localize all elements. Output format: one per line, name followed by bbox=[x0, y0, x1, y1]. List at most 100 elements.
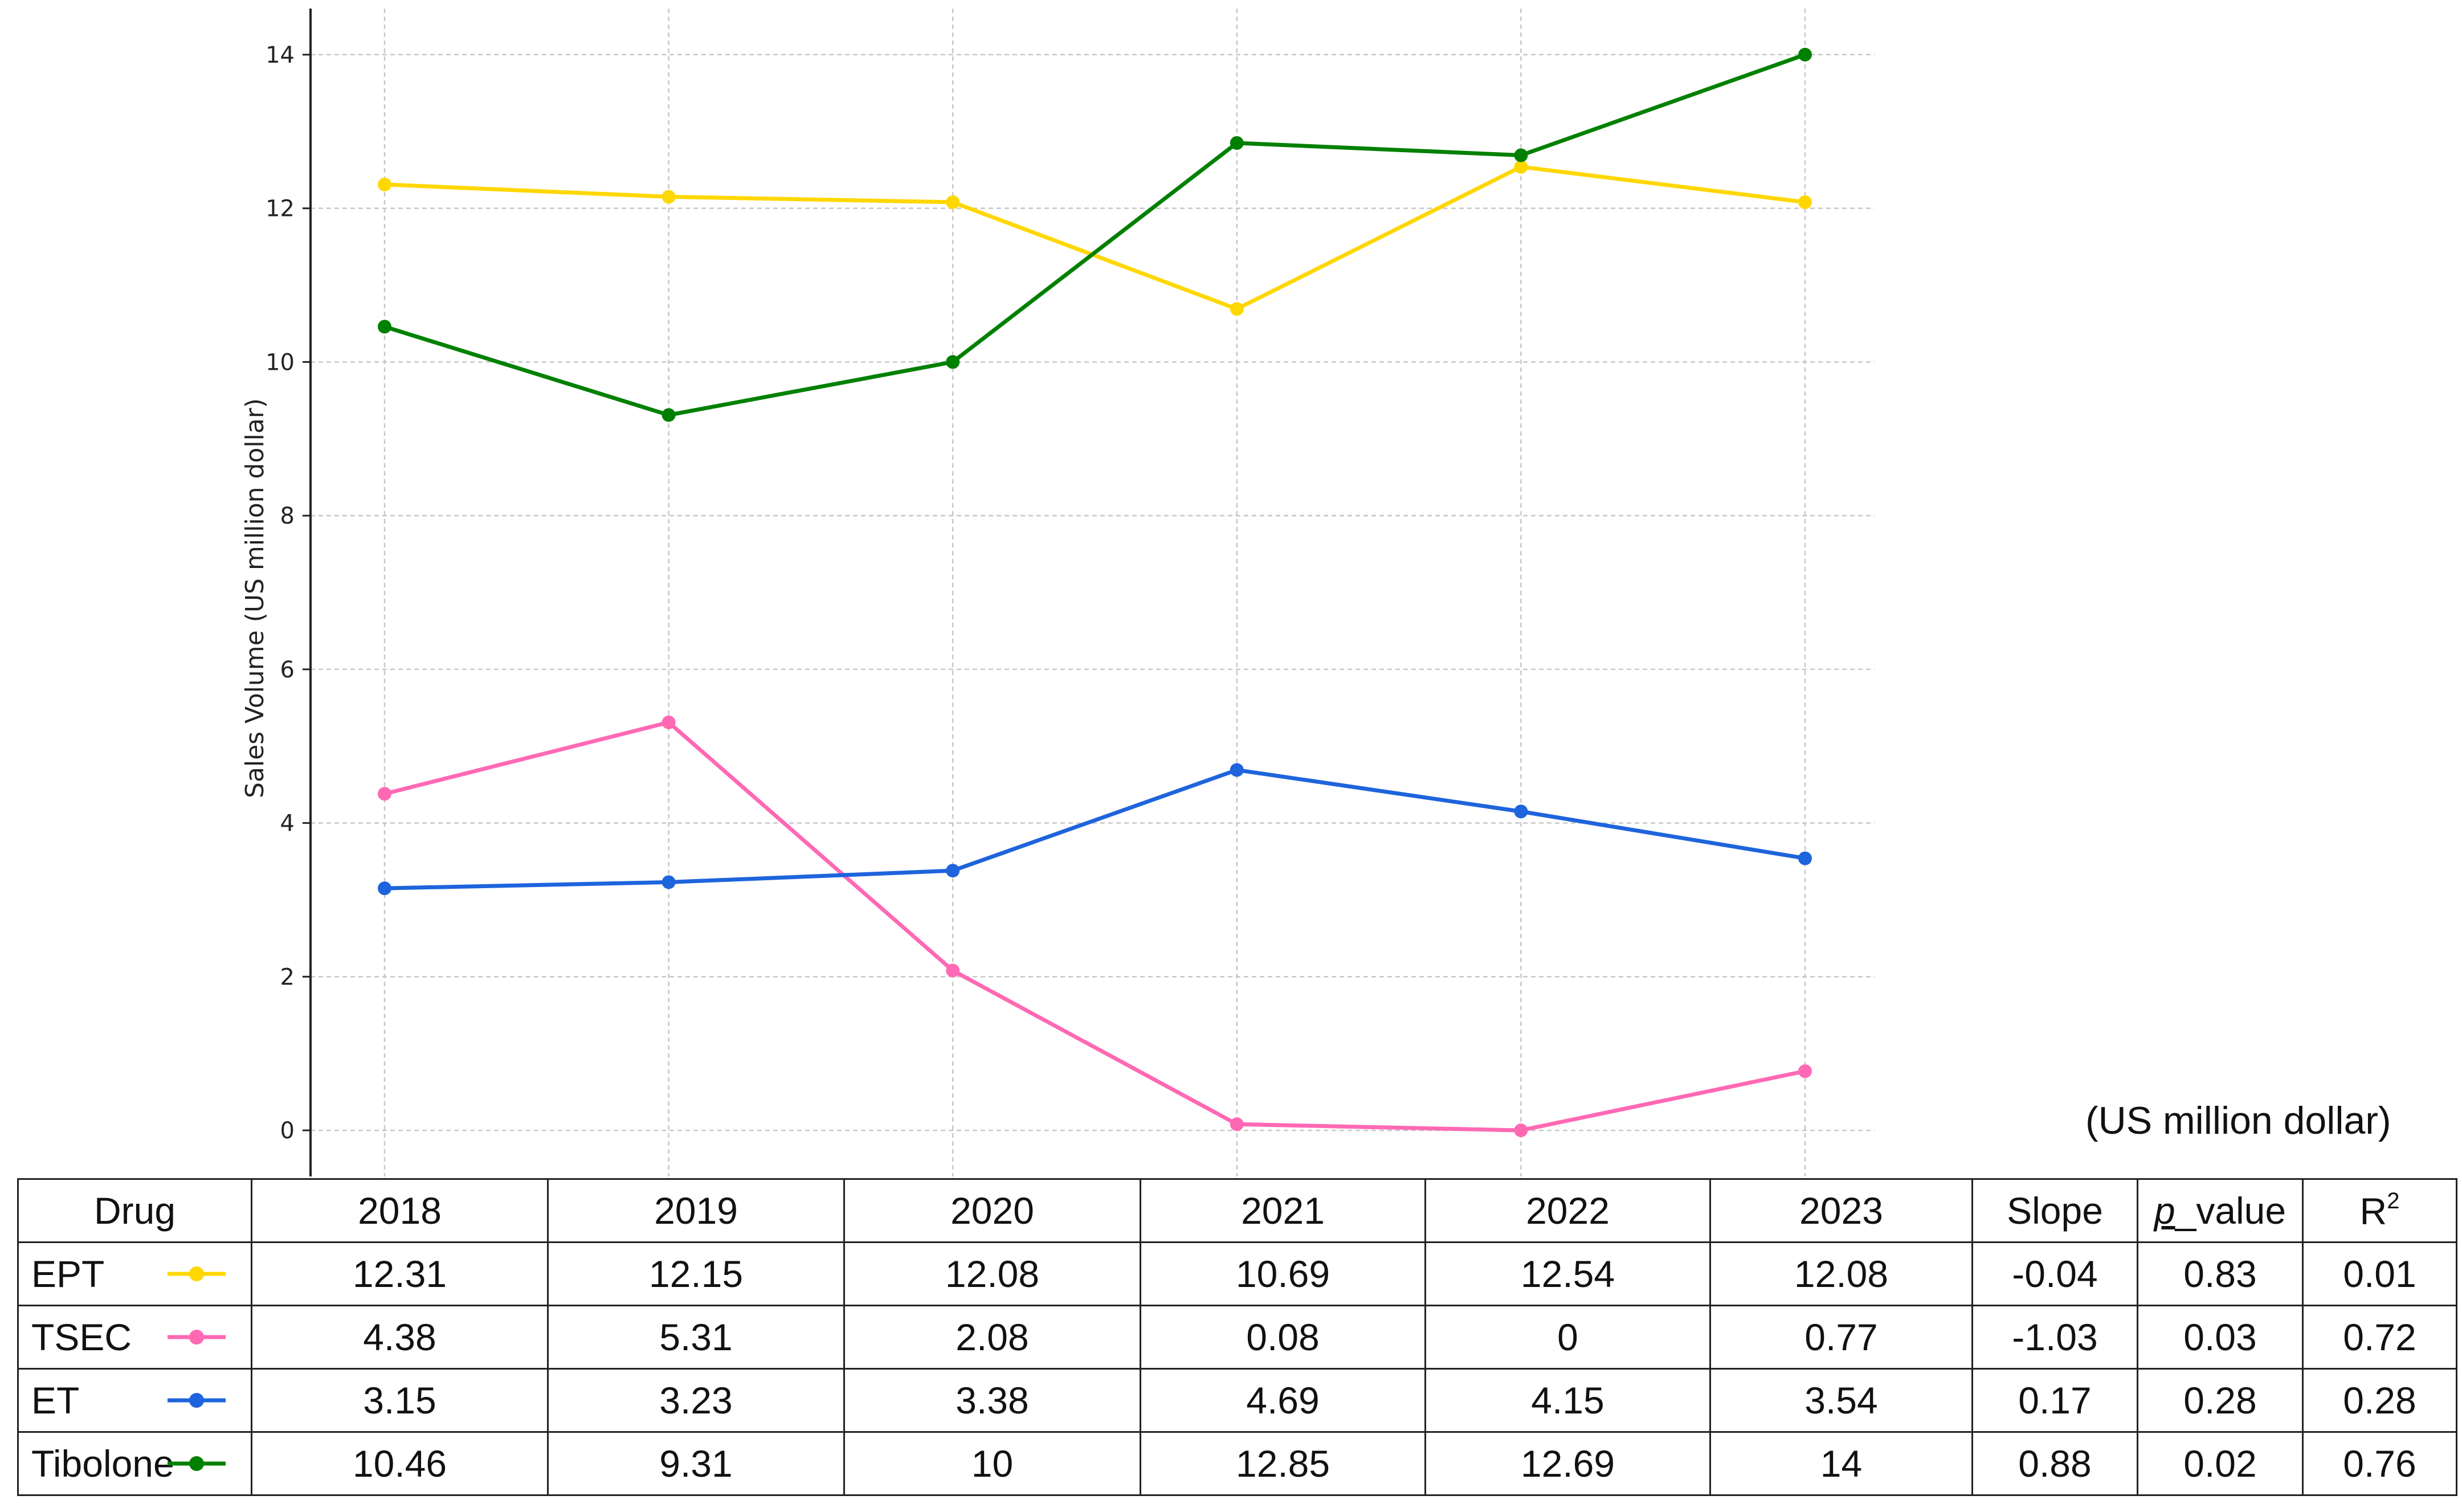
data-point-ept bbox=[946, 195, 960, 209]
y-tick-label: 12 bbox=[266, 196, 295, 222]
y-tick-label: 0 bbox=[280, 1118, 295, 1144]
data-point-et bbox=[378, 881, 391, 896]
pvalue-cell: 0.28 bbox=[2137, 1368, 2304, 1433]
legend-key-marker bbox=[189, 1456, 204, 1471]
header-year: 2023 bbox=[1709, 1178, 1973, 1243]
value-cell: 12.08 bbox=[1709, 1241, 1973, 1306]
y-tick-label: 6 bbox=[280, 657, 295, 683]
header-pvalue: p_value bbox=[2137, 1178, 2304, 1243]
value-cell: 12.15 bbox=[547, 1241, 845, 1306]
drug-label: Tibolone bbox=[31, 1442, 174, 1485]
data-table: Drug 2018 2019 2020 2021 2022 2023 Slope… bbox=[17, 1178, 2457, 1496]
value-cell: 12.69 bbox=[1424, 1431, 1711, 1496]
value-cell: 0 bbox=[1424, 1305, 1711, 1370]
legend-key-icon bbox=[168, 1266, 226, 1281]
y-tick-label: 4 bbox=[280, 811, 295, 837]
value-cell: 3.15 bbox=[251, 1368, 549, 1433]
data-point-tibolone bbox=[378, 320, 391, 334]
data-point-ept bbox=[1798, 195, 1812, 209]
value-cell: 12.54 bbox=[1424, 1241, 1711, 1306]
data-point-et bbox=[1514, 804, 1528, 819]
value-cell: 3.54 bbox=[1709, 1368, 1973, 1433]
data-point-ept bbox=[378, 177, 391, 191]
data-point-tibolone bbox=[662, 408, 676, 422]
header-pvalue-rest: _value bbox=[2175, 1190, 2287, 1232]
pvalue-cell: 0.03 bbox=[2137, 1305, 2304, 1370]
data-point-tsec bbox=[1230, 1117, 1244, 1131]
slope-cell: 0.88 bbox=[1971, 1431, 2138, 1496]
header-r2-sup: 2 bbox=[2387, 1188, 2400, 1213]
table-row: TSEC 4.38 5.31 2.08 0.08 0 0.77 -1.03 0.03 0.72 bbox=[17, 1305, 2457, 1370]
value-cell: 0.77 bbox=[1709, 1305, 1973, 1370]
data-point-ept bbox=[662, 190, 676, 204]
header-year: 2019 bbox=[547, 1178, 845, 1243]
value-cell: 10.46 bbox=[251, 1431, 549, 1496]
header-r2-base: R bbox=[2359, 1190, 2387, 1232]
slope-cell: -0.04 bbox=[1971, 1241, 2138, 1306]
drug-cell: Tibolone bbox=[17, 1431, 252, 1496]
table-row: Tibolone 10.46 9.31 10 12.85 12.69 14 0.88 0.02 0… bbox=[17, 1431, 2457, 1496]
drug-label: TSEC bbox=[31, 1316, 132, 1358]
drug-cell: EPT bbox=[17, 1241, 252, 1306]
y-tick-label: 10 bbox=[266, 349, 295, 375]
header-r2: R2 bbox=[2302, 1178, 2457, 1243]
value-cell: 12.85 bbox=[1140, 1431, 1426, 1496]
series-line-et bbox=[384, 768, 1806, 890]
header-year: 2021 bbox=[1140, 1178, 1426, 1243]
legend-key-icon bbox=[168, 1456, 226, 1471]
header-slope: Slope bbox=[1971, 1178, 2138, 1243]
y-tick-label: 2 bbox=[280, 964, 295, 990]
value-cell: 12.08 bbox=[843, 1241, 1141, 1306]
legend-key-icon bbox=[168, 1330, 226, 1345]
data-point-tibolone bbox=[1230, 136, 1244, 150]
table-row: ET 3.15 3.23 3.38 4.69 4.15 3.54 0.17 0.28 0.28 bbox=[17, 1368, 2457, 1433]
data-point-tibolone bbox=[1514, 148, 1528, 162]
value-cell: 10.69 bbox=[1140, 1241, 1426, 1306]
data-point-ept bbox=[1230, 302, 1244, 316]
series-line-tsec bbox=[384, 720, 1806, 1133]
data-point-tibolone bbox=[946, 355, 960, 369]
data-point-et bbox=[662, 875, 676, 889]
data-point-tsec bbox=[1798, 1064, 1812, 1078]
slope-cell: 0.17 bbox=[1971, 1368, 2138, 1433]
value-cell: 9.31 bbox=[547, 1431, 845, 1496]
r2-cell: 0.01 bbox=[2302, 1241, 2457, 1306]
data-point-tsec bbox=[946, 963, 960, 978]
value-cell: 10 bbox=[843, 1431, 1141, 1496]
value-cell: 0.08 bbox=[1140, 1305, 1426, 1370]
header-year: 2022 bbox=[1424, 1178, 1711, 1243]
y-tick-label: 8 bbox=[280, 503, 295, 529]
slope-cell: -1.03 bbox=[1971, 1305, 2138, 1370]
value-cell: 4.15 bbox=[1424, 1368, 1711, 1433]
y-tick-label: 14 bbox=[266, 42, 295, 68]
header-year: 2018 bbox=[251, 1178, 549, 1243]
unit-note: (US million dollar) bbox=[2085, 1099, 2391, 1142]
r2-cell: 0.28 bbox=[2302, 1368, 2457, 1433]
value-cell: 5.31 bbox=[547, 1305, 845, 1370]
pvalue-cell: 0.02 bbox=[2137, 1431, 2304, 1496]
data-point-tsec bbox=[378, 787, 391, 801]
data-point-et bbox=[1798, 851, 1812, 865]
axis-layer: 0 2 4 6 8 10 12 14 bbox=[266, 9, 312, 1176]
table-header-row: Drug 2018 2019 2020 2021 2022 2023 Slope… bbox=[17, 1178, 2457, 1243]
value-cell: 2.08 bbox=[843, 1305, 1141, 1370]
y-axis-title: Sales Volume (US million dollar) bbox=[240, 398, 270, 798]
series-line-ept bbox=[384, 165, 1806, 311]
series-layer bbox=[378, 47, 1812, 1138]
table-row: EPT 12.31 12.15 12.08 10.69 12.54 12.08 -0.04 0.… bbox=[17, 1241, 2457, 1306]
value-cell: 4.38 bbox=[251, 1305, 549, 1370]
legend-key-marker bbox=[189, 1393, 204, 1408]
value-cell: 14 bbox=[1709, 1431, 1973, 1496]
legend-key-marker bbox=[189, 1266, 204, 1281]
value-cell: 4.69 bbox=[1140, 1368, 1426, 1433]
data-point-tibolone bbox=[1798, 47, 1812, 62]
grid-layer bbox=[311, 9, 1875, 1176]
series-line-tibolone bbox=[383, 52, 1806, 417]
data-point-tsec bbox=[662, 715, 676, 729]
header-year: 2020 bbox=[843, 1178, 1141, 1243]
data-point-tsec bbox=[1514, 1123, 1528, 1138]
drug-cell: TSEC bbox=[17, 1305, 252, 1370]
pvalue-cell: 0.83 bbox=[2137, 1241, 2304, 1306]
drug-cell: ET bbox=[17, 1368, 252, 1433]
